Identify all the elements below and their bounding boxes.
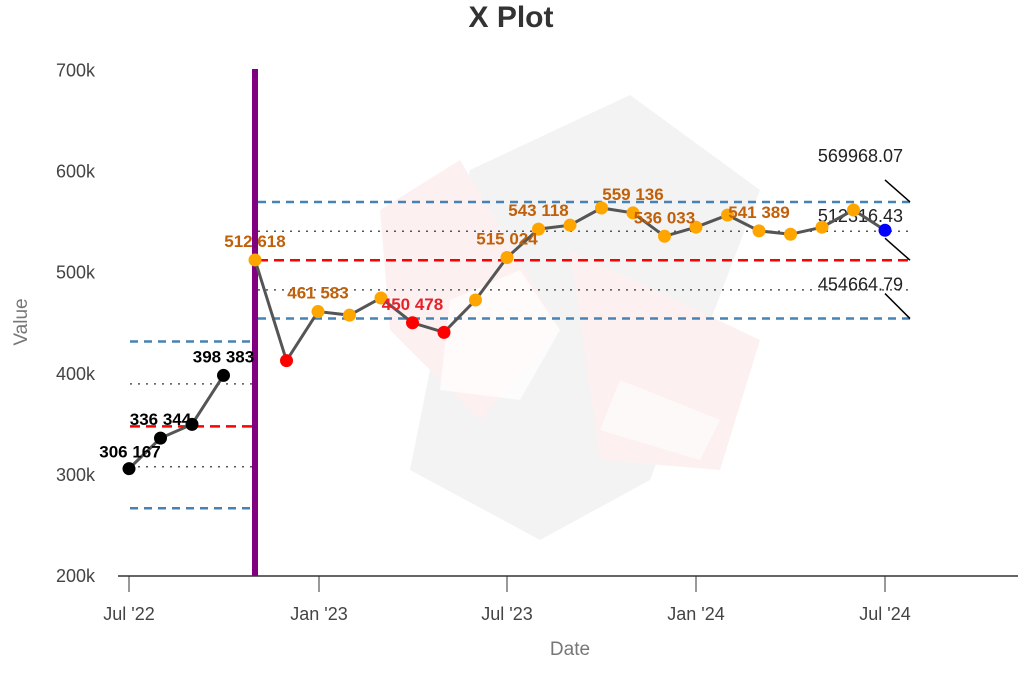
chart-title: X Plot	[468, 1, 553, 34]
data-point	[658, 229, 671, 243]
data-point	[595, 201, 608, 215]
ucl-value-label: 569968.07	[818, 146, 903, 166]
lcl-value-label: 454664.79	[818, 275, 903, 295]
leader-line	[884, 179, 911, 203]
data-point	[469, 293, 482, 307]
data-point	[689, 220, 703, 234]
y-axis-ticks: 200k 300k 400k 500k 600k 700k	[56, 61, 96, 587]
data-point	[217, 368, 230, 382]
data-point	[437, 325, 451, 339]
y-tick-label: 500k	[56, 263, 96, 283]
data-point	[500, 251, 514, 265]
leader-line	[884, 237, 911, 261]
y-tick-label: 300k	[56, 465, 96, 485]
data-point	[311, 305, 325, 319]
data-point	[752, 224, 766, 238]
data-point	[280, 354, 293, 368]
data-point	[248, 253, 262, 267]
data-point	[122, 462, 136, 476]
point-value-label: 559 136	[602, 185, 663, 204]
data-point	[185, 417, 199, 431]
x-tick-label: Jul '22	[103, 604, 154, 624]
leader-line	[884, 293, 911, 320]
data-point	[721, 208, 734, 222]
data-point	[563, 218, 577, 232]
data-point	[406, 316, 419, 330]
data-point	[374, 291, 388, 305]
point-value-label: 336 344	[130, 410, 192, 429]
point-value-label: 398 383	[193, 347, 254, 366]
y-tick-label: 700k	[56, 61, 96, 81]
series-line-phase-1	[127, 374, 225, 470]
point-value-label: 536 033	[634, 208, 695, 227]
data-point	[878, 223, 892, 237]
data-point	[847, 203, 860, 217]
y-axis-label: Value	[11, 298, 32, 345]
x-tick-label: Jan '23	[290, 604, 347, 624]
x-tick-label: Jul '23	[481, 604, 532, 624]
x-axis-label: Date	[550, 639, 590, 660]
data-point	[784, 227, 797, 241]
point-value-label: 543 118	[508, 201, 569, 220]
point-value-label: 450 478	[382, 295, 443, 314]
x-axis-ticks: Jul '22 Jan '23 Jul '23 Jan '24 Jul '24	[103, 576, 911, 624]
x-tick-label: Jul '24	[859, 604, 910, 624]
data-point	[343, 308, 356, 322]
point-value-label: 515 024	[476, 230, 538, 249]
x-tick-label: Jan '24	[667, 604, 724, 624]
data-point	[532, 222, 545, 236]
data-point	[626, 206, 640, 220]
y-tick-label: 600k	[56, 162, 96, 182]
point-value-label: 512 618	[224, 232, 285, 251]
data-point	[815, 220, 829, 234]
y-tick-label: 200k	[56, 566, 96, 586]
point-value-label: 461 583	[287, 284, 348, 303]
point-value-label: 541 389	[728, 203, 789, 222]
data-point	[154, 431, 167, 445]
point-value-label: 306 167	[99, 443, 160, 462]
phase-break-line	[252, 69, 258, 576]
y-tick-label: 400k	[56, 364, 96, 384]
data-series: 306 167 336 344 398 383 512 618 461 583 450 4…	[99, 185, 892, 476]
